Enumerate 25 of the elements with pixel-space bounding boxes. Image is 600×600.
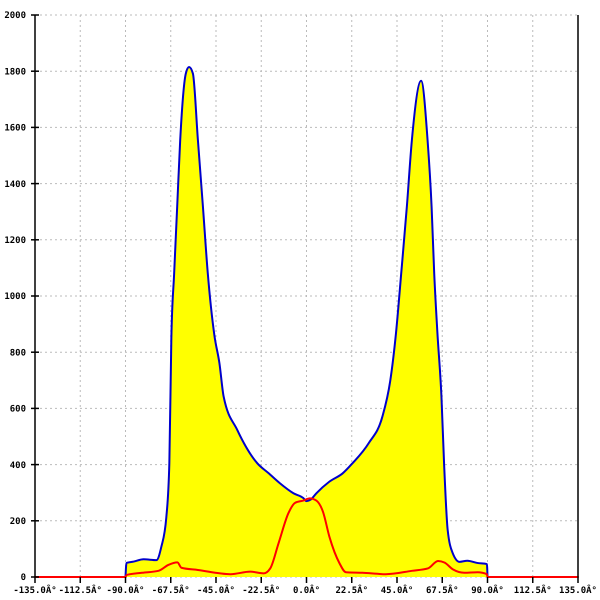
y-tick-label: 200	[10, 516, 26, 527]
x-tick-label: -22.5Â°	[242, 584, 280, 596]
y-tick-label: 600	[10, 404, 26, 415]
y-tick-label: 2000	[4, 11, 26, 22]
line-series	[34, 497, 579, 578]
y-tick-label: 1600	[4, 124, 26, 134]
y-tick-label: 1200	[4, 236, 26, 246]
x-tick-label: -67.5Â°	[152, 584, 190, 596]
x-tick-label: -45.0Â°	[197, 584, 235, 596]
x-tick-label: -135.0Â°	[13, 584, 57, 596]
x-tick-label: -112.5Â°	[58, 584, 102, 596]
y-tick-label: 0	[20, 573, 26, 584]
y-tick-label: 1000	[4, 292, 26, 302]
x-tick-label: 90.0Â°	[471, 584, 504, 596]
x-tick-label: 22.5Â°	[335, 584, 368, 596]
y-tick-label: 1800	[4, 67, 26, 78]
x-tick-label: 135.0Â°	[559, 584, 597, 596]
y-tick-label: 800	[10, 348, 26, 358]
y-tick-label: 1400	[4, 180, 26, 190]
x-tick-label: 67.5Â°	[426, 584, 459, 596]
x-tick-label: -90.0Â°	[106, 584, 144, 596]
x-tick-label: 0.0Â°	[292, 584, 320, 596]
x-tick-label: 45.0Â°	[380, 584, 414, 596]
y-tick-label: 400	[10, 460, 26, 471]
x-tick-label: 112.5Â°	[514, 584, 552, 596]
